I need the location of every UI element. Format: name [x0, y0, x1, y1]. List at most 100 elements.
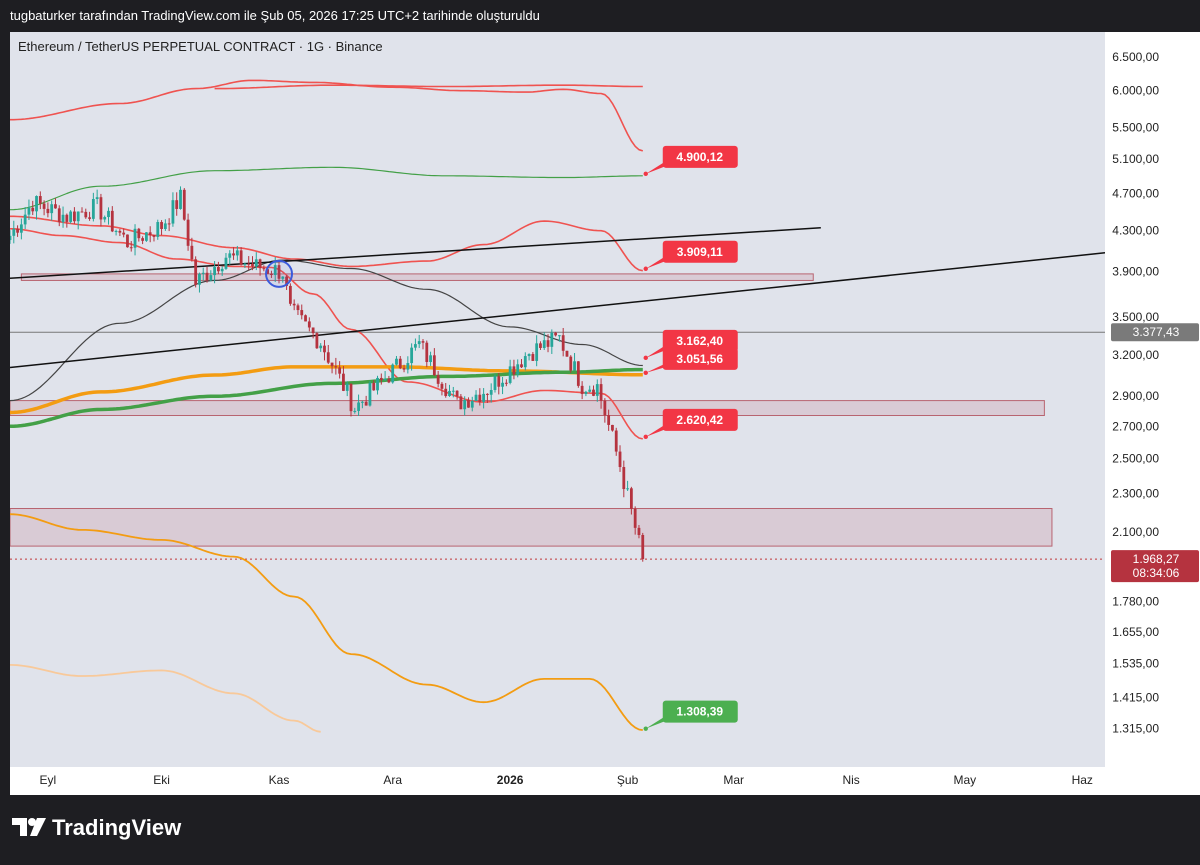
chart-plot[interactable]: 4.900,12 3.909,11 3.162,40 3.051,56 2.620,42…	[10, 32, 1105, 767]
candle	[65, 213, 69, 228]
candle	[190, 237, 194, 262]
candle	[205, 266, 209, 283]
candle-body	[281, 276, 285, 279]
candle	[410, 343, 414, 371]
candle-body	[338, 367, 342, 374]
time-tick-label: Mar	[723, 773, 744, 787]
candle	[315, 332, 319, 349]
candle-body	[103, 217, 107, 220]
candle-body	[251, 263, 254, 267]
horizontal-line-badge: 3.377,43	[1111, 323, 1199, 342]
price-label-box	[662, 408, 738, 431]
candle	[470, 396, 474, 412]
candle	[311, 327, 315, 339]
candle	[474, 390, 478, 402]
candle-body	[410, 347, 414, 364]
candle	[395, 355, 398, 366]
candle-body	[349, 383, 353, 412]
time-axis-svg: Eyl Eki Kas Ara 2026 Şub Mar Nis May Haz	[40, 773, 1093, 787]
candle-body	[516, 364, 520, 375]
chart-area[interactable]: 4.900,12 3.909,11 3.162,40 3.051,56 2.620,42…	[10, 32, 1105, 767]
candle-body	[285, 276, 288, 286]
price-tick-label: 3.500,00	[1112, 310, 1159, 324]
time-tick-label: Şub	[617, 773, 639, 787]
candle	[57, 205, 61, 227]
candle-body	[342, 373, 345, 391]
time-axis[interactable]: Eyl Eki Kas Ara 2026 Şub Mar Nis May Haz	[10, 767, 1200, 795]
candle	[38, 191, 42, 210]
current-price-badge-bg	[1111, 550, 1199, 583]
candle-body	[512, 366, 516, 375]
candle	[281, 276, 285, 283]
candle	[580, 381, 584, 400]
horizontal-line-badge-text: 3.377,43	[1133, 325, 1180, 339]
candle	[182, 188, 186, 221]
candle-body	[368, 382, 372, 406]
candle-body	[592, 389, 595, 396]
candle	[402, 364, 406, 373]
price-label-3: 3.051,56	[643, 347, 738, 376]
candle	[542, 332, 546, 350]
candle-body	[179, 189, 182, 209]
candle	[516, 359, 520, 378]
price-tick-label: 1.415,00	[1112, 691, 1159, 705]
candle-body	[95, 197, 99, 200]
candle	[224, 252, 228, 270]
candle-body	[65, 214, 69, 222]
circle-marker	[265, 259, 294, 288]
candle	[486, 393, 489, 403]
price-tick-label: 2.300,00	[1112, 487, 1159, 501]
candle-body	[611, 424, 614, 431]
candle-body	[569, 356, 573, 371]
candle-body	[232, 253, 235, 256]
candle-body	[429, 355, 432, 363]
candle-body	[107, 210, 110, 218]
candle	[440, 381, 444, 396]
candle-body	[99, 197, 103, 220]
candle-body	[182, 189, 186, 220]
candle	[296, 303, 300, 316]
price-label-text: 3.909,11	[677, 245, 723, 259]
candle	[398, 355, 402, 370]
price-axis-svg: 6.500,00 6.000,00 5.500,00 5.100,00 4.700,00…	[1111, 50, 1199, 736]
candle-body	[364, 401, 368, 406]
candle-body	[455, 390, 459, 397]
price-tick-label: 2.500,00	[1112, 452, 1159, 466]
candle-body	[273, 265, 277, 276]
candle	[554, 331, 558, 337]
candle	[141, 236, 145, 245]
candle-body	[379, 377, 383, 381]
series-upper_band_flat	[214, 84, 643, 90]
candle	[152, 234, 156, 242]
candle	[425, 340, 429, 368]
candle-body	[501, 382, 504, 387]
candle	[489, 383, 493, 403]
price-label-text: 3.051,56	[676, 352, 723, 366]
series-ma_green	[10, 367, 643, 429]
candle-body	[580, 385, 584, 394]
candle	[179, 186, 182, 210]
candle	[148, 226, 152, 243]
candle	[163, 219, 167, 231]
price-label-box	[662, 329, 738, 352]
candle-body	[641, 535, 645, 560]
price-tick-label: 1.535,00	[1112, 657, 1159, 671]
candle-body	[42, 203, 46, 209]
price-axis[interactable]: 6.500,00 6.000,00 5.500,00 5.100,00 4.700,00…	[1105, 32, 1200, 767]
candle-body	[432, 355, 436, 376]
tradingview-logo-text: TradingView	[52, 815, 182, 840]
countdown-text: 08:34:06	[1133, 566, 1180, 580]
time-tick-label: Kas	[269, 773, 290, 787]
price-tick-label: 5.500,00	[1112, 120, 1159, 134]
candle	[345, 381, 349, 397]
candle-body	[402, 368, 406, 370]
candle-body	[114, 230, 118, 232]
candle-body	[133, 228, 137, 248]
candle-body	[137, 228, 141, 239]
candle-body	[542, 340, 546, 348]
tradingview-logo[interactable]: TradingView	[0, 795, 300, 860]
candle	[512, 359, 516, 380]
candle	[508, 359, 512, 385]
current-price-text: 1.968,27	[1133, 552, 1180, 566]
candle	[31, 200, 35, 216]
